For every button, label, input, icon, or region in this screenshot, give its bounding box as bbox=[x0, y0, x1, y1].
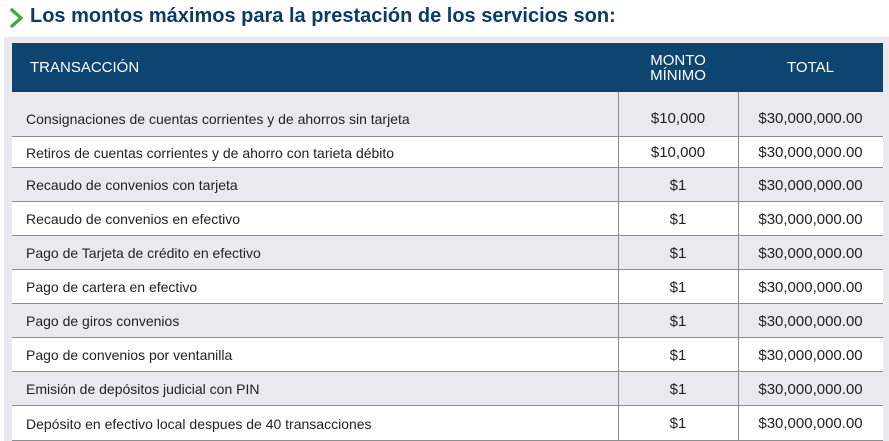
column-header: TRANSACCIÓN bbox=[12, 43, 618, 92]
row-divider bbox=[12, 136, 883, 137]
row-divider bbox=[12, 269, 883, 270]
total-cell: $30,000,000.00 bbox=[738, 92, 883, 137]
total-cell: $30,000,000.00 bbox=[738, 236, 883, 270]
minimum-cell: $1 bbox=[618, 270, 738, 304]
minimum-cell: $1 bbox=[618, 372, 738, 406]
transaction-cell: Depósito en efectivo local despues de 40… bbox=[12, 406, 618, 441]
column-header: MONTO MÍNIMO bbox=[618, 43, 738, 92]
total-cell: $30,000,000.00 bbox=[738, 137, 883, 168]
minimum-cell: $1 bbox=[618, 406, 738, 441]
row-divider bbox=[12, 337, 883, 338]
row-divider bbox=[12, 303, 883, 304]
transaction-cell: Recaudo de convenios con tarjeta bbox=[12, 168, 618, 202]
column-header: TOTAL bbox=[738, 43, 883, 92]
column-divider bbox=[738, 92, 739, 441]
minimum-cell: $1 bbox=[618, 236, 738, 270]
minimum-cell: $1 bbox=[618, 168, 738, 202]
transaction-cell: Pago de convenios por ventanilla bbox=[12, 338, 618, 372]
minimum-cell: $10,000 bbox=[618, 92, 738, 137]
transaction-cell: Pago de cartera en efectivo bbox=[12, 270, 618, 304]
transaction-cell: Retiros de cuentas corrientes y de ahorr… bbox=[12, 137, 618, 168]
transaction-cell: Emisión de depósitos judicial con PIN bbox=[12, 372, 618, 406]
total-cell: $30,000,000.00 bbox=[738, 304, 883, 338]
minimum-cell: $1 bbox=[618, 202, 738, 236]
transaction-cell: Pago de giros convenios bbox=[12, 304, 618, 338]
transaction-cell: Recaudo de convenios en efectivo bbox=[12, 202, 618, 236]
transaction-cell: Consignaciones de cuentas corrientes y d… bbox=[12, 92, 618, 137]
total-cell: $30,000,000.00 bbox=[738, 338, 883, 372]
column-divider bbox=[618, 92, 619, 441]
transaction-cell: Pago de Tarjeta de crédito en efectivo bbox=[12, 236, 618, 270]
minimum-cell: $1 bbox=[618, 338, 738, 372]
row-divider bbox=[12, 405, 883, 406]
row-divider bbox=[12, 201, 883, 202]
row-divider bbox=[12, 371, 883, 372]
row-divider bbox=[12, 167, 883, 168]
total-cell: $30,000,000.00 bbox=[738, 168, 883, 202]
title: Los montos máximos para la prestación de… bbox=[30, 5, 616, 27]
total-cell: $30,000,000.00 bbox=[738, 270, 883, 304]
minimum-cell: $1 bbox=[618, 304, 738, 338]
minimum-cell: $10,000 bbox=[618, 137, 738, 168]
total-cell: $30,000,000.00 bbox=[738, 406, 883, 441]
row-divider bbox=[12, 235, 883, 236]
total-cell: $30,000,000.00 bbox=[738, 372, 883, 406]
total-cell: $30,000,000.00 bbox=[738, 202, 883, 236]
chevron-icon bbox=[10, 8, 23, 28]
